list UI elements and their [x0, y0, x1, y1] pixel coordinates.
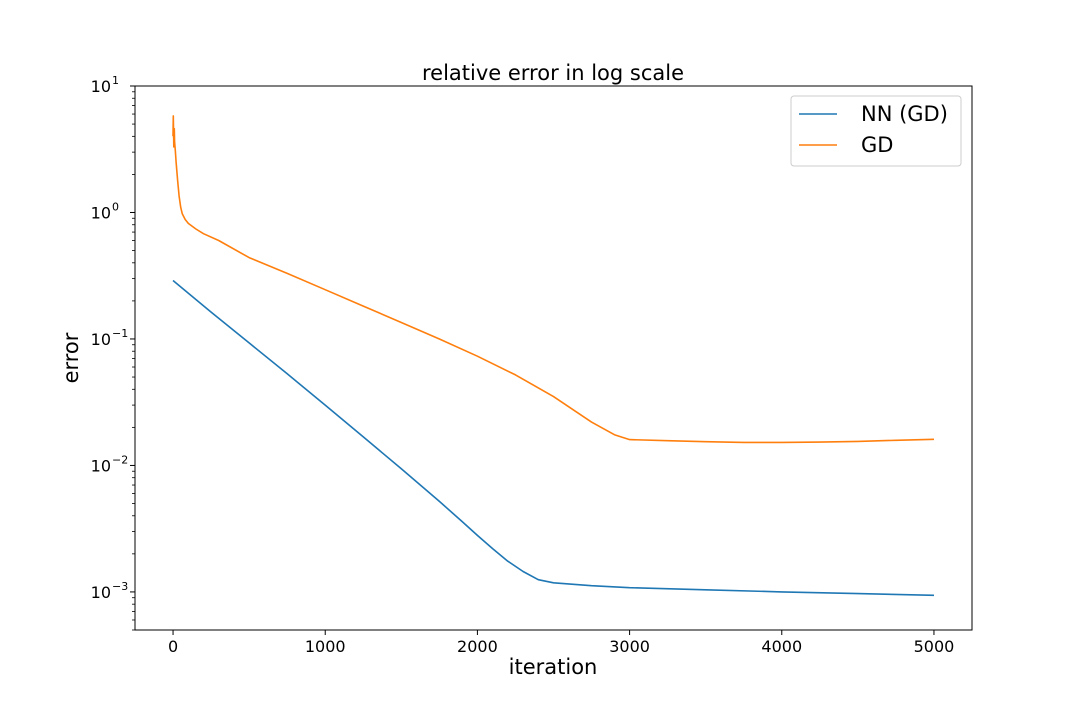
- x-tick-label: 5000: [914, 637, 955, 656]
- y-tick-label: 10: [91, 77, 111, 96]
- y-tick-label: 10: [91, 456, 111, 475]
- x-tick-label: 3000: [609, 637, 650, 656]
- y-tick-exponent: −2: [112, 453, 128, 466]
- plot-frame: [134, 85, 973, 631]
- y-tick-exponent: 0: [112, 200, 119, 213]
- x-tick-label: 1000: [305, 637, 346, 656]
- series-layer: [172, 115, 935, 597]
- series-line-0: [172, 279, 935, 597]
- y-tick-exponent: −3: [112, 580, 128, 593]
- x-axis: 0 1000 2000 3000 4000 5000: [168, 630, 954, 656]
- y-tick-label: 10: [91, 203, 111, 222]
- legend-label: NN (GD): [861, 102, 948, 126]
- x-axis-label: iteration: [509, 655, 598, 679]
- y-tick-label: 10: [91, 330, 111, 349]
- series-line-1: [172, 115, 935, 444]
- x-tick-label: 4000: [761, 637, 802, 656]
- chart-title: relative error in log scale: [422, 61, 684, 85]
- x-tick-label: 2000: [457, 637, 498, 656]
- legend-label: GD: [861, 133, 893, 157]
- y-tick-exponent: 1: [112, 74, 119, 87]
- y-tick-label: 10: [91, 583, 111, 602]
- y-tick-exponent: −1: [112, 327, 128, 340]
- legend: NN (GD) GD: [790, 95, 962, 167]
- x-tick-label: 0: [168, 637, 178, 656]
- y-axis-label: error: [59, 332, 83, 383]
